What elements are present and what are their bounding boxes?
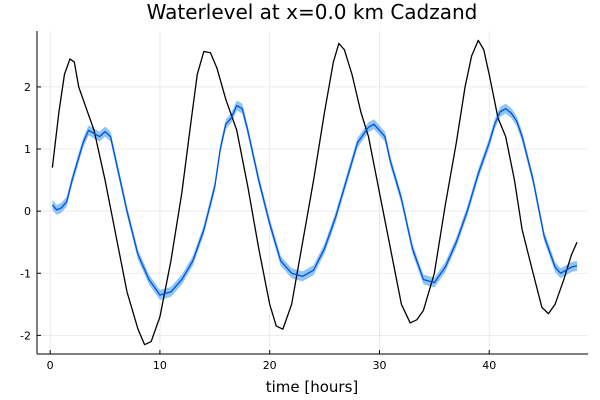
y-tick-label: -1 (20, 267, 31, 280)
uncertainty-band-layer (52, 100, 578, 300)
tick-labels: 0 10 20 30 40 -2 -1 0 1 2 (20, 81, 496, 372)
chart-title: Waterlevel at x=0.0 km Cadzand (147, 0, 478, 24)
x-tick-label: 40 (482, 359, 496, 372)
y-tick-label: 1 (24, 143, 31, 156)
x-axis-label: time [hours] (266, 378, 359, 396)
series-layer (51, 39, 578, 346)
axes (36, 31, 588, 355)
grid (37, 31, 588, 354)
y-tick-label: -2 (20, 329, 31, 342)
x-tick-label: 0 (47, 359, 54, 372)
y-tick-label: 2 (24, 81, 31, 94)
x-tick-label: 30 (372, 359, 386, 372)
x-tick-label: 10 (153, 359, 167, 372)
y-tick-label: 0 (24, 205, 31, 218)
series-1-uncertainty-band (52, 100, 578, 300)
x-tick-label: 20 (263, 359, 277, 372)
series-1-line (51, 104, 578, 296)
series-0-line (51, 39, 578, 346)
